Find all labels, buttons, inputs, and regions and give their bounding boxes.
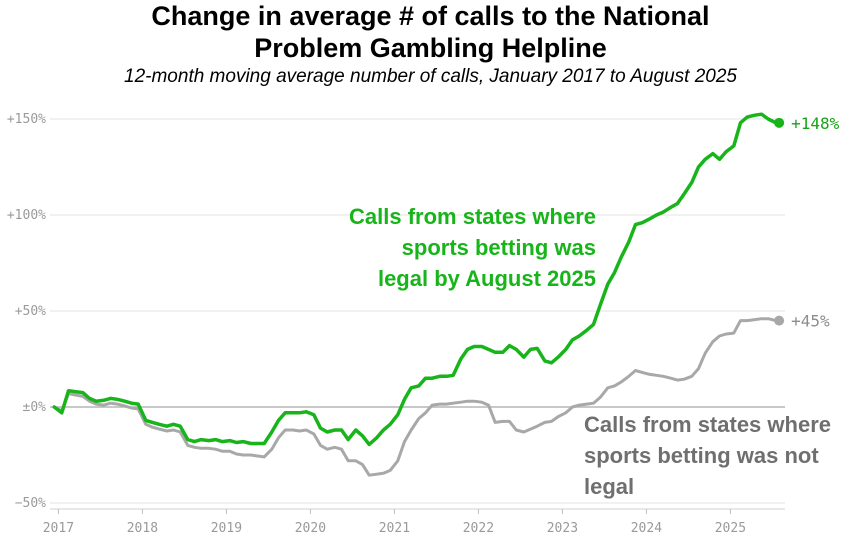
- gridlines: [50, 118, 785, 504]
- x-tick-label: 2018: [127, 521, 158, 536]
- y-axis-ticks: +150% +100% +50% ±0% −50%: [7, 112, 46, 511]
- x-tick-label: 2022: [463, 521, 494, 536]
- series-lines: [52, 112, 785, 477]
- x-tick-label: 2024: [631, 521, 662, 536]
- chart-title: Change in average # of calls to the Nati…: [0, 0, 861, 64]
- series-line-not-legal: [52, 317, 781, 477]
- series-end-dot: [774, 117, 785, 128]
- annotation-legal-line: Calls from states where: [349, 204, 596, 229]
- y-tick-label: ±0%: [23, 400, 47, 415]
- x-tick-label: 2025: [715, 521, 746, 536]
- x-tick-label: 2019: [211, 521, 242, 536]
- annotation-legal-line: sports betting was: [402, 235, 596, 260]
- x-axis-ticks: 2017 2018 2019 2020 2021 2022 2023 2024 2025: [43, 508, 785, 536]
- x-tick-label: 2020: [295, 521, 326, 536]
- y-tick-label: +100%: [7, 208, 46, 223]
- title-line-1: Change in average # of calls to the Nati…: [151, 1, 710, 31]
- series-end-dot: [774, 315, 785, 326]
- title-line-2: Problem Gambling Helpline: [254, 33, 607, 63]
- y-tick-label: +150%: [7, 112, 46, 127]
- chart-subtitle: 12-month moving average number of calls,…: [124, 66, 737, 87]
- annotation-not-legal-line: Calls from states where: [584, 412, 831, 437]
- annotation-not-legal-line: legal: [584, 474, 634, 499]
- series-end-label: +45%: [791, 312, 830, 331]
- y-tick-label: +50%: [15, 304, 46, 319]
- x-tick-label: 2021: [379, 521, 410, 536]
- series-end-label: +148%: [791, 114, 840, 133]
- annotation-legal-line: legal by August 2025: [378, 266, 596, 291]
- series-labels: +45% +148% Calls from states where sports b…: [349, 114, 840, 499]
- series-line-legal: [52, 112, 781, 447]
- x-tick-label: 2017: [43, 521, 74, 536]
- x-tick-label: 2023: [547, 521, 578, 536]
- annotation-not-legal-line: sports betting was not: [584, 443, 819, 468]
- y-tick-label: −50%: [15, 496, 46, 511]
